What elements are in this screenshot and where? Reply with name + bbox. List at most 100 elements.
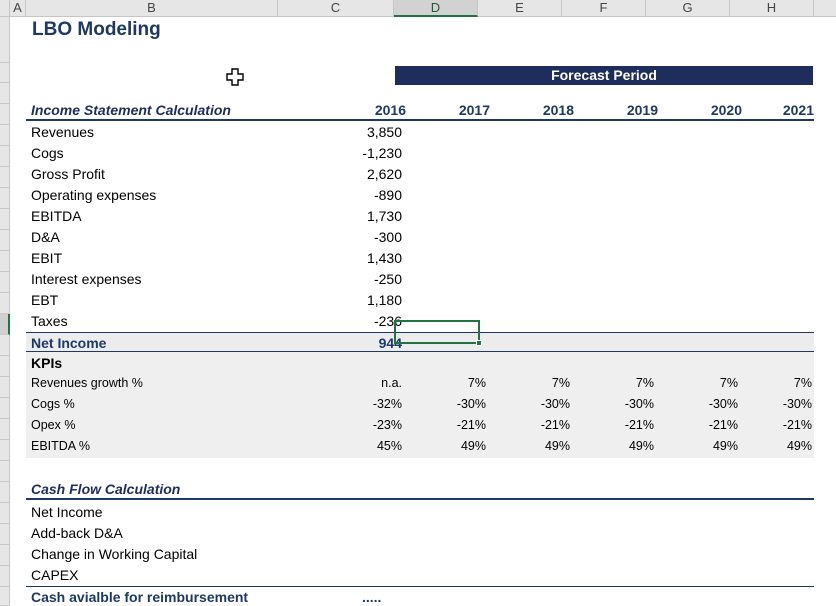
row-tick[interactable] (0, 230, 10, 251)
year-2019[interactable]: 2019 (626, 102, 658, 118)
row-tick[interactable] (0, 293, 10, 314)
row-label[interactable]: EBT (31, 292, 59, 308)
cell-value[interactable]: 3,850 (366, 124, 402, 140)
row-tick[interactable] (0, 587, 10, 606)
column-header-c[interactable]: C (278, 0, 394, 17)
row-tick[interactable] (0, 377, 10, 398)
row-tick[interactable] (0, 125, 10, 146)
cell-value[interactable]: -32% (372, 397, 402, 411)
row-tick[interactable] (0, 146, 10, 167)
cell-value[interactable]: 1,180 (366, 292, 402, 308)
year-2017[interactable]: 2017 (458, 102, 490, 118)
cell-value[interactable]: 49% (712, 439, 738, 453)
row-tick-selected[interactable] (0, 314, 10, 335)
row-label[interactable]: EBITDA % (31, 439, 91, 453)
net-income-value[interactable]: 944 (378, 335, 402, 351)
cell-value[interactable]: 49% (786, 439, 812, 453)
cell-value[interactable]: -30% (624, 397, 654, 411)
cell-value[interactable]: -30% (782, 397, 812, 411)
cell-value[interactable]: -30% (456, 397, 486, 411)
cell-value[interactable]: 2,620 (366, 166, 402, 182)
cell-value[interactable]: -21% (782, 418, 812, 432)
cell-value[interactable]: 7% (793, 376, 812, 390)
year-2018[interactable]: 2018 (542, 102, 574, 118)
cell-value[interactable]: 7% (551, 376, 570, 390)
cell-value[interactable]: -236 (373, 313, 402, 329)
row-header-bar[interactable] (0, 17, 10, 606)
year-2020[interactable]: 2020 (710, 102, 742, 118)
worksheet-grid[interactable]: LBO Modeling Forecast Period Income Stat… (10, 17, 836, 606)
cell-value[interactable]: 49% (544, 439, 570, 453)
row-label[interactable]: Add-back D&A (31, 525, 123, 541)
row-tick[interactable] (0, 272, 10, 293)
cell-value[interactable]: -250 (373, 271, 402, 287)
select-all-corner[interactable] (0, 0, 10, 17)
column-header-f[interactable]: F (562, 0, 646, 17)
row-label[interactable]: Cogs (31, 145, 64, 161)
row-label[interactable]: EBIT (31, 250, 63, 266)
row-label[interactable]: Revenues (31, 124, 95, 140)
fill-handle[interactable] (476, 340, 482, 346)
row-tick[interactable] (0, 545, 10, 566)
cell-value[interactable]: 1,430 (366, 250, 402, 266)
cell-value[interactable]: 49% (628, 439, 654, 453)
row-label[interactable]: Operating expenses (31, 187, 157, 203)
row-label[interactable]: Gross Profit (31, 166, 105, 182)
row-tick[interactable] (0, 440, 10, 461)
net-income-label[interactable]: Net Income (31, 335, 107, 351)
row-tick[interactable] (0, 167, 10, 188)
cell-value[interactable]: 7% (635, 376, 654, 390)
cell-value[interactable]: 45% (376, 439, 402, 453)
row-label[interactable]: Net Income (31, 504, 103, 520)
row-tick[interactable] (0, 482, 10, 503)
cell-value[interactable]: -23% (372, 418, 402, 432)
row-label[interactable]: D&A (31, 229, 60, 245)
row-tick[interactable] (0, 566, 10, 587)
year-2016[interactable]: 2016 (374, 102, 406, 118)
row-tick[interactable] (0, 398, 10, 419)
row-label[interactable]: CAPEX (31, 567, 79, 583)
forecast-period-banner[interactable]: Forecast Period (395, 66, 813, 85)
row-tick[interactable] (0, 83, 10, 104)
cell-value[interactable]: 7% (467, 376, 486, 390)
cell-value[interactable]: -21% (456, 418, 486, 432)
year-2021[interactable]: 2021 (782, 102, 814, 118)
row-tick[interactable] (0, 503, 10, 524)
cell-value[interactable]: -890 (373, 187, 402, 203)
cell-value[interactable]: 7% (719, 376, 738, 390)
cash-available-value[interactable]: ..... (362, 589, 382, 605)
column-header-a[interactable]: A (10, 0, 26, 17)
column-header-h[interactable]: H (730, 0, 814, 17)
cell-value[interactable]: -30% (540, 397, 570, 411)
row-label[interactable]: Taxes (31, 313, 68, 329)
row-label[interactable]: Opex % (31, 418, 76, 432)
row-tick[interactable] (0, 209, 10, 230)
row-label[interactable]: Revenues growth % (31, 376, 143, 390)
column-header-g[interactable]: G (646, 0, 730, 17)
cell-value[interactable]: 1,730 (366, 208, 402, 224)
row-label[interactable]: Cogs % (31, 397, 75, 411)
row-tick[interactable] (0, 251, 10, 272)
column-header-d[interactable]: D (394, 0, 478, 17)
row-tick[interactable] (0, 419, 10, 440)
row-tick[interactable] (0, 188, 10, 209)
row-label[interactable]: Interest expenses (31, 271, 142, 287)
row-label[interactable]: Change in Working Capital (31, 546, 198, 562)
cell-value[interactable]: -21% (708, 418, 738, 432)
row-tick[interactable] (0, 335, 10, 356)
cell-value[interactable]: -300 (373, 229, 402, 245)
row-tick[interactable] (0, 524, 10, 545)
kpi-heading[interactable]: KPIs (31, 355, 63, 371)
row-tick[interactable] (0, 461, 10, 482)
row-tick[interactable] (0, 356, 10, 377)
cell-value[interactable]: -1,230 (362, 145, 402, 161)
row-label[interactable]: EBITDA (31, 208, 82, 224)
column-header-e[interactable]: E (478, 0, 562, 17)
cell-value[interactable]: 49% (460, 439, 486, 453)
cash-available-label[interactable]: Cash avialble for reimbursement (31, 589, 249, 605)
income-statement-heading[interactable]: Income Statement Calculation (31, 102, 231, 118)
cell-value[interactable]: -21% (540, 418, 570, 432)
row-tick[interactable] (0, 17, 10, 63)
cell-value[interactable]: -30% (708, 397, 738, 411)
row-tick[interactable] (0, 63, 10, 83)
